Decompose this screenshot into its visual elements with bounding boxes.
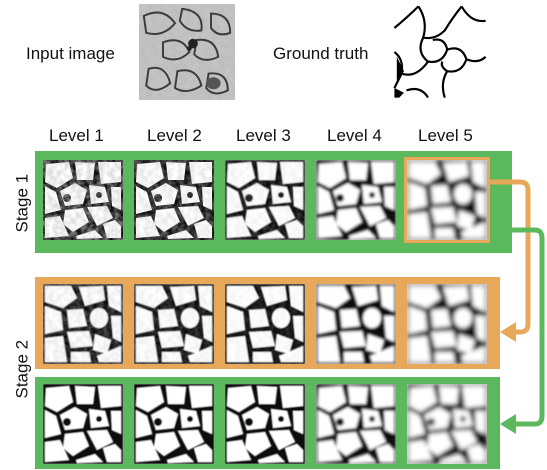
- stage-1-level-4-tile: [316, 160, 396, 240]
- stage-2b-level-5-tile: [407, 384, 487, 464]
- stage-2a-level-4-tile: [316, 284, 396, 364]
- stage-1-level-5-tile: [404, 157, 490, 243]
- level-3-label: Level 3: [236, 126, 291, 145]
- level-1-label: Level 1: [49, 126, 104, 145]
- ground-truth-label: Ground truth: [273, 44, 369, 63]
- stage-1-level-3-tile: [225, 160, 305, 240]
- stage-2b-level-2-tile: [134, 384, 214, 464]
- stage-2a-level-1-tile: [43, 284, 123, 364]
- green-arrowhead: [500, 414, 516, 434]
- stage-1-level-2-tile: [134, 160, 214, 240]
- orange-arrowhead: [500, 322, 516, 342]
- input-image-label: Input image: [26, 44, 115, 63]
- stage-2b-level-3-tile: [225, 384, 305, 464]
- stage-2b-level-4-tile: [316, 384, 396, 464]
- stage-1-level-1-tile: [43, 160, 123, 240]
- stage-2b-level-1-tile: [43, 384, 123, 464]
- green-arrow: [512, 227, 545, 427]
- level-5-label: Level 5: [418, 126, 473, 145]
- level-2-label: Level 2: [147, 126, 202, 145]
- orange-arrow: [487, 179, 531, 335]
- stage-2a-level-3-tile: [225, 284, 305, 364]
- stage-2a-level-5-tile: [407, 284, 487, 364]
- ground-truth-image: [392, 4, 488, 100]
- stage-2a-level-2-tile: [134, 284, 214, 364]
- level-4-label: Level 4: [327, 126, 382, 145]
- input-image: [139, 4, 235, 100]
